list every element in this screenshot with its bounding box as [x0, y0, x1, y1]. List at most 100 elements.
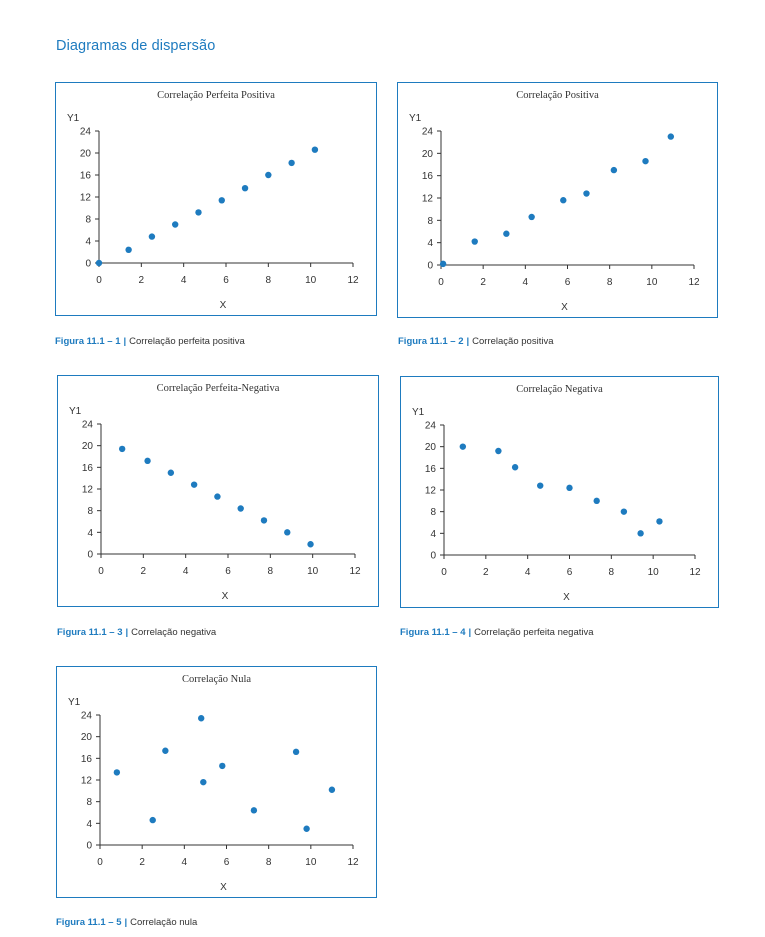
data-point: [241, 185, 249, 192]
y-tick-label: 20: [425, 442, 437, 453]
y-tick-label: 24: [80, 127, 92, 138]
y-tick-label: 16: [425, 464, 437, 475]
figure-label: Figura 11.1 – 3: [57, 627, 123, 638]
data-point: [125, 246, 132, 253]
x-tick-label: 6: [567, 567, 573, 578]
data-point: [148, 233, 156, 240]
caption-separator: |: [466, 336, 470, 347]
figure-label: Figura 11.1 – 2: [398, 336, 464, 347]
data-point: [250, 807, 258, 814]
scatter-chart-3: Correlação Perfeita-Negativa Y1 0 4 8 12 16 20 2…: [57, 375, 379, 607]
x-tick-label: 0: [97, 857, 103, 868]
y-tick-label: 4: [85, 237, 91, 248]
data-point: [237, 505, 244, 512]
data-point: [172, 221, 179, 228]
x-tick-label: 8: [266, 275, 272, 286]
x-tick-label: 12: [689, 567, 701, 578]
caption-text: Correlação negativa: [131, 627, 217, 638]
data-point: [162, 747, 169, 754]
scatter-chart-5: Correlação Nula Y1 0 4 8 12 16 20 24 0 2 4 6 8 10 12 X: [56, 666, 377, 898]
x-tick-label: 10: [307, 566, 319, 577]
data-point: [118, 445, 126, 453]
y-tick-label: 20: [82, 441, 94, 452]
data-point: [288, 159, 295, 167]
x-tick-label: 10: [305, 275, 317, 286]
y-tick-label: 24: [81, 711, 93, 722]
data-point: [511, 464, 519, 471]
x-tick-label: 8: [268, 566, 274, 577]
y-tick-label: 4: [86, 819, 92, 830]
y-axis-label: Y1: [409, 113, 422, 124]
x-axis-label: X: [563, 592, 570, 603]
data-point: [198, 715, 205, 722]
caption-separator: |: [125, 627, 129, 638]
y-tick-label: 24: [82, 420, 94, 431]
caption-separator: |: [123, 336, 127, 347]
x-tick-label: 0: [438, 277, 444, 288]
y-tick-label: 4: [427, 238, 433, 249]
x-tick-label: 4: [183, 566, 189, 577]
data-point: [214, 493, 221, 500]
scatter-chart-4: Correlação Negativa Y1 0 4 8 12 16 20 24 0 2 4 6 8 10 1…: [400, 376, 719, 608]
y-tick-label: 20: [80, 149, 92, 160]
x-tick-label: 12: [349, 566, 361, 577]
page-heading: Diagramas de dispersão: [56, 38, 216, 54]
data-point: [260, 517, 268, 524]
y-tick-label: 8: [86, 797, 92, 808]
data-point: [656, 518, 663, 525]
x-tick-label: 2: [483, 567, 489, 578]
x-tick-label: 4: [523, 277, 529, 288]
x-tick-label: 12: [688, 277, 700, 288]
y-tick-label: 8: [87, 506, 93, 517]
data-point: [642, 157, 649, 165]
x-tick-label: 10: [305, 857, 317, 868]
y-axis-label: Y1: [412, 407, 425, 418]
data-point: [560, 197, 567, 204]
data-point: [218, 197, 225, 204]
x-tick-label: 0: [98, 566, 104, 577]
y-tick-label: 4: [430, 529, 436, 540]
figure-caption-1: Figura 11.1 – 1 | Correlação perfeita posi…: [55, 336, 245, 347]
y-tick-label: 12: [80, 193, 92, 204]
figure-label: Figura 11.1 – 5: [56, 917, 122, 928]
x-tick-label: 4: [525, 567, 531, 578]
data-point: [495, 447, 502, 455]
y-tick-label: 12: [422, 194, 434, 205]
chart-title: Correlação Nula: [182, 674, 251, 685]
y-tick-label: 0: [86, 841, 92, 852]
chart-title: Correlação Negativa: [516, 384, 603, 395]
scatter-chart-2: Correlação Positiva Y1 0 4 8 12 16 20 24 0 2 4 6 8 10 1…: [397, 82, 718, 318]
data-point: [537, 482, 544, 489]
y-tick-label: 8: [430, 507, 436, 518]
data-point: [459, 443, 467, 450]
x-tick-label: 6: [225, 566, 231, 577]
caption-text: Correlação nula: [130, 917, 198, 928]
chart-svg: Correlação Perfeita-NegativaY10481216202…: [69, 383, 361, 602]
x-tick-label: 0: [96, 275, 102, 286]
scatter-chart-1: Correlação Perfeita Positiva Y1 0 4 8 12 16 20 2…: [55, 82, 377, 316]
y-axis-label: Y1: [67, 113, 80, 124]
data-point: [195, 209, 202, 216]
figure-label: Figura 11.1 – 1: [55, 336, 121, 347]
data-point: [190, 481, 198, 488]
data-point: [149, 816, 156, 824]
y-tick-label: 16: [422, 171, 434, 182]
chart-title: Correlação Perfeita Positiva: [157, 90, 275, 101]
data-point: [439, 260, 447, 268]
caption-separator: |: [124, 917, 128, 928]
x-axis-label: X: [220, 300, 227, 311]
figure-caption-2: Figura 11.1 – 2 | Correlação positiva: [398, 336, 553, 347]
figure-caption-3: Figura 11.1 – 3 | Correlação negativa: [57, 627, 216, 638]
chart-title: Correlação Positiva: [516, 90, 599, 101]
y-tick-label: 16: [80, 171, 92, 182]
y-tick-label: 0: [85, 259, 91, 270]
data-point: [265, 171, 272, 179]
x-tick-label: 2: [141, 566, 147, 577]
x-tick-label: 2: [139, 857, 145, 868]
data-point: [307, 541, 314, 548]
data-point: [610, 166, 618, 174]
y-tick-label: 20: [81, 732, 93, 743]
data-point: [144, 457, 151, 465]
